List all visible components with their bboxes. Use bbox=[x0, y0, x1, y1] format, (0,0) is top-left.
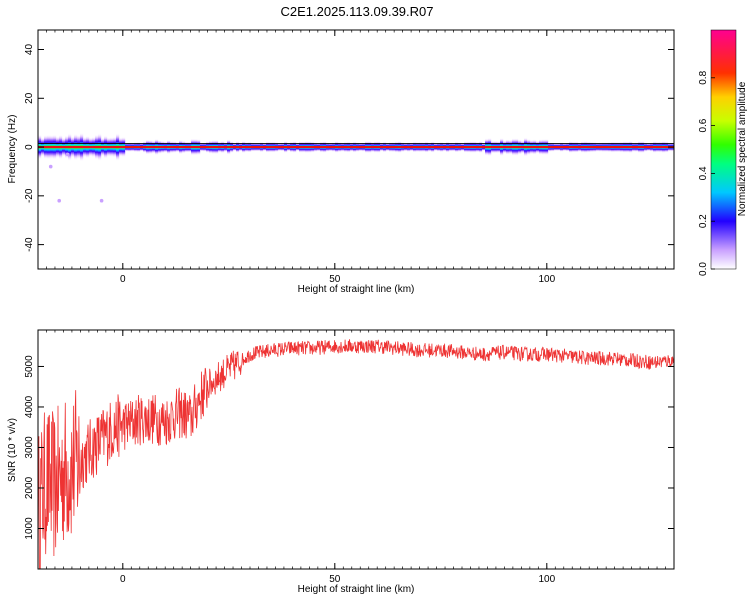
snr-ytick-label: 3000 bbox=[24, 436, 35, 459]
spectrogram-ytick-label: -20 bbox=[24, 188, 35, 203]
colorbar: 0.0 0.2 0.4 0.6 0.8 Normalized spectral ampl… bbox=[698, 29, 748, 276]
spectrogram-area bbox=[32, 132, 674, 203]
colorbar-gradient bbox=[710, 29, 737, 270]
spectrogram-speckle bbox=[65, 152, 70, 157]
snr-ytick-label: 5000 bbox=[24, 355, 35, 378]
spectrogram-speckle bbox=[57, 198, 61, 203]
spectrogram-xlabel: Height of straight line (km) bbox=[298, 284, 415, 295]
snr-xtick-label: 0 bbox=[120, 574, 126, 585]
spectrogram-xtick-label: 100 bbox=[538, 274, 555, 285]
spectrogram-ytick-label: 40 bbox=[24, 44, 35, 56]
colorbar-tick-label: 0.0 bbox=[698, 262, 709, 276]
snr-panel: 0 50 100 1000 2000 3000 4000 5000 Height of str… bbox=[7, 329, 675, 595]
spectrogram-frame bbox=[37, 29, 675, 270]
colorbar-tick-label: 0.6 bbox=[698, 118, 709, 132]
snr-ytick-label: 4000 bbox=[24, 395, 35, 418]
snr-frame bbox=[37, 329, 675, 570]
spectrogram-heatmap bbox=[32, 132, 674, 203]
snr-xlabel: Height of straight line (km) bbox=[298, 584, 415, 595]
spectrogram-speckle bbox=[48, 164, 53, 169]
spectrogram-ytick-label: 20 bbox=[24, 92, 35, 104]
snr-ytick-label: 1000 bbox=[24, 517, 35, 540]
colorbar-tick-label: 0.8 bbox=[698, 70, 709, 84]
snr-xtick-label: 100 bbox=[538, 574, 555, 585]
colorbar-ticks: 0.0 0.2 0.4 0.6 0.8 bbox=[698, 70, 715, 276]
spectrogram-ticks: 0 50 100 -40 -20 0 20 40 bbox=[24, 30, 675, 285]
spectrogram-ytick-label: 0 bbox=[24, 144, 35, 150]
snr-xtick-label: 50 bbox=[329, 574, 341, 585]
snr-ytick-label: 2000 bbox=[24, 476, 35, 499]
snr-ticks: 0 50 100 1000 2000 3000 4000 5000 bbox=[24, 330, 675, 585]
figure-title: C2E1.2025.113.09.39.R07 bbox=[281, 4, 434, 19]
spectrogram-ytick-label: -40 bbox=[24, 237, 35, 252]
spectrogram-panel: 0 50 100 -40 -20 0 20 40 Height of straight lin… bbox=[7, 29, 675, 295]
colorbar-label: Normalized spectral amplitude bbox=[737, 81, 748, 216]
spectrogram-speckle bbox=[99, 198, 104, 203]
colorbar-tick-label: 0.4 bbox=[698, 166, 709, 180]
spectrogram-xtick-label: 0 bbox=[120, 274, 126, 285]
snr-line bbox=[38, 339, 674, 569]
spectrogram-speckle bbox=[32, 172, 36, 176]
snr-ylabel: SNR (10 * v/v) bbox=[7, 418, 18, 482]
colorbar-tick-label: 0.2 bbox=[698, 214, 709, 228]
spectrogram-ylabel: Frequency (Hz) bbox=[7, 115, 18, 184]
spectrogram-xtick-label: 50 bbox=[329, 274, 341, 285]
